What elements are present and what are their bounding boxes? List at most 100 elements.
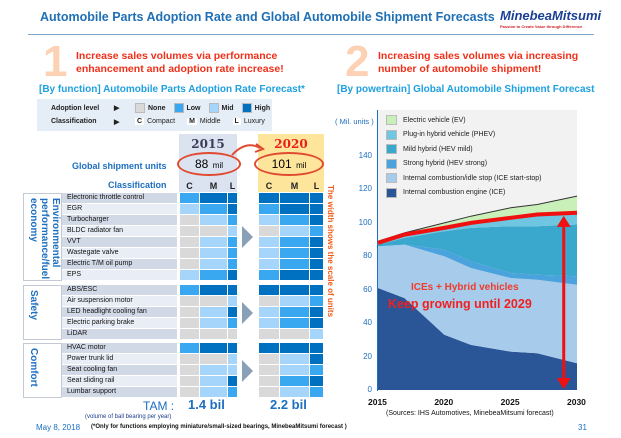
adoption-cell [180,296,199,306]
y-axis-line [377,110,378,391]
footer-footnote: (*Only for functions employing miniature… [91,424,347,430]
x-tick-label: 2025 [500,397,520,407]
classification-legend-label: Classification [51,118,97,125]
legend-label: Plug-in hybrid vehicle (PHEV) [403,131,496,139]
row-label: Turbocharger [62,215,177,225]
adoption-cell [228,248,237,258]
adoption-cell [310,285,323,295]
adoption-cell [280,215,309,225]
legend-swatch [386,187,397,198]
adoption-cell [310,204,323,214]
chart-source: (Sources: IHS Automotives, MinebeaMitsum… [386,410,554,417]
row-label: Air suspension motor [62,296,177,306]
row-label: EPS [62,270,177,280]
tam-label: TAM : [143,399,175,413]
adoption-cell [280,237,309,247]
adoption-cell [180,343,199,353]
adoption-cell [259,365,279,375]
adoption-cell [200,259,227,269]
annotation-line1: ICEs + Hybrid vehicles [411,282,519,293]
adoption-cell [228,307,237,317]
adoption-cell [310,193,323,203]
adoption-cell [280,318,309,328]
adoption-cell [280,343,309,353]
progress-arrow-icon [242,226,253,248]
level-swatch-low [173,103,184,113]
row-label: HVAC motor [62,343,177,353]
adoption-cell [180,270,199,280]
legend-swatch [386,129,397,140]
legend-item: Plug-in hybrid vehicle (PHEV) [386,128,542,143]
class-col-header: L [229,181,236,191]
adoption-cell [228,193,237,203]
adoption-cell [180,237,199,247]
adoption-cell [200,270,227,280]
legend-swatch [386,158,397,169]
adoption-cell [228,376,237,386]
row-label: LED headlight cooling fan [62,307,177,317]
shipment-2020-unit: mil [296,161,307,170]
adoption-cell [259,248,279,258]
adoption-cell [228,204,237,214]
y-axis-label: ( Mil. units ) [335,117,374,126]
adoption-cell [200,376,227,386]
adoption-cell [259,237,279,247]
adoption-cell [280,296,309,306]
adoption-cell [259,318,279,328]
adoption-cell [200,248,227,258]
chart-legend: Electric vehicle (EV) Plug-in hybrid vehi… [386,113,542,200]
level-swatch-none [135,103,145,113]
adoption-cell [180,226,199,236]
legend-item: Internal combustion engine (ICE) [386,186,542,201]
adoption-cell [228,215,237,225]
adoption-cell [310,307,323,317]
class-code: M [187,118,197,125]
class-col-header: M [209,181,218,191]
adoption-cell [280,226,309,236]
legend-label: Electric vehicle (EV) [403,116,466,124]
adoption-cell [280,248,309,258]
adoption-cell [180,307,199,317]
progress-arrow-icon [242,301,253,324]
left-subtitle: [By function] Automobile Parts Adoption … [39,84,305,95]
shipment-2015-unit: mil [212,161,224,170]
adoption-cell [259,204,279,214]
annotation-line2: Keep growing until 2029 [388,297,532,311]
adoption-cell [280,307,309,317]
legend-label: Mild hybrid (HEV mild) [403,145,473,153]
adoption-cell [259,343,279,353]
adoption-cell [200,307,227,317]
header-divider [28,34,594,35]
right-message-line2: number of automobile shipment! [378,63,542,75]
adoption-cell [200,204,227,214]
class-legend-item: C Compact [135,118,175,125]
adoption-cell [228,285,237,295]
level-swatch-high [241,103,252,113]
adoption-cell [200,193,227,203]
adoption-cell [200,226,227,236]
classification-header: Classification [108,180,167,190]
adoption-cell [228,270,237,280]
adoption-cell [259,296,279,306]
legend-item: Strong hybrid (HEV strong) [386,157,542,172]
adoption-cell [310,387,323,397]
adoption-cell [259,285,279,295]
legend-swatch [386,144,397,155]
adoption-cell [228,343,237,353]
slide-title: Automobile Parts Adoption Rate and Globa… [40,10,495,24]
adoption-cell [259,387,279,397]
adoption-cell [280,365,309,375]
row-label: Electric parking brake [62,318,177,328]
level-name: Low [186,104,201,112]
company-logo: MinebeaMitsumi [500,8,602,23]
shipment-2020-ellipse: 101 mil [254,152,324,176]
adoption-cell [200,237,227,247]
legend-label: Strong hybrid (HEV strong) [403,160,488,168]
shipment-2015-ellipse: 88 mil [177,152,241,176]
adoption-cell [259,226,279,236]
adoption-cell [310,215,323,225]
adoption-cell [228,365,237,375]
level-swatch-mid [208,103,219,113]
adoption-cell [180,376,199,386]
adoption-level-label: Adoption level [51,105,100,112]
